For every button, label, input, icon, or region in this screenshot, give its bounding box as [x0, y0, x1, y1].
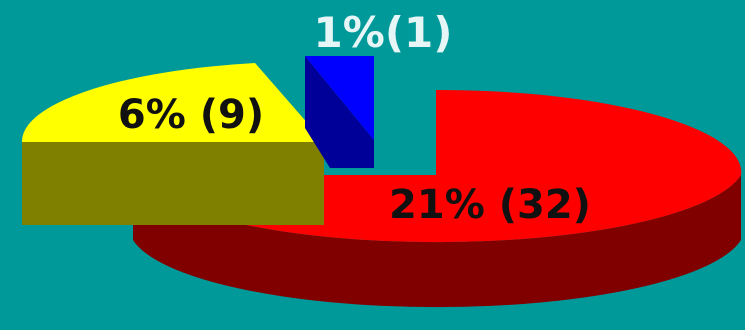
pie-slice-blue-top: [305, 56, 374, 140]
pie-slice-blue-side: [305, 56, 374, 168]
pie-slice-yellow-side: [22, 142, 324, 225]
pie-label-red: 21% (32): [389, 182, 591, 228]
pie-label-yellow: 6% (9): [118, 92, 264, 138]
pie-slice-yellow: [21, 63, 324, 225]
pie-label-blue: 1%(1): [314, 8, 453, 57]
pie-slice-blue: [305, 56, 374, 168]
pie-slice-red-side: [133, 175, 741, 308]
pie-slice-yellow-top: [21, 63, 324, 142]
